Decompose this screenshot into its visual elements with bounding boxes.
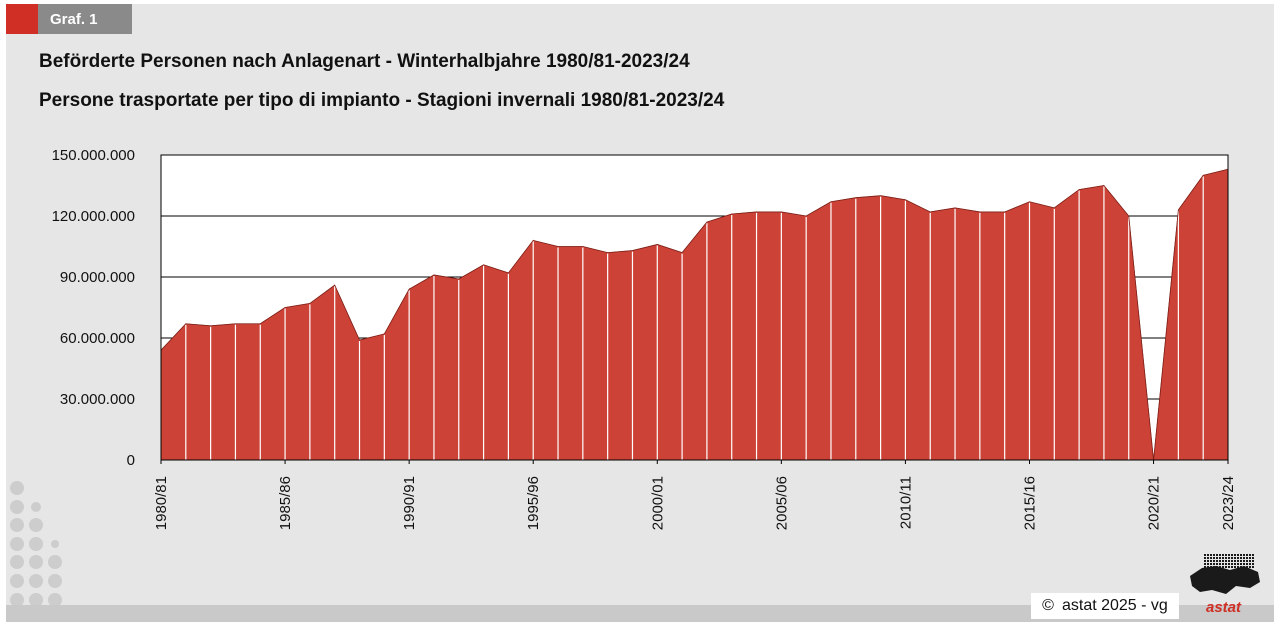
decor-dot: [10, 500, 24, 514]
decorative-dots: [10, 481, 62, 607]
decor-dot: [29, 593, 43, 607]
area-segment: [1054, 188, 1080, 461]
decor-dot: [10, 593, 24, 607]
y-tick-label: 150.000.000: [52, 147, 135, 164]
decor-dot: [48, 593, 62, 607]
x-tick-label: 2023/24: [1220, 476, 1237, 530]
y-tick-label: 90.000.000: [60, 269, 135, 286]
area-segment: [458, 264, 484, 461]
area-segment: [979, 211, 1005, 461]
area-segment: [855, 195, 881, 461]
area-segment: [210, 323, 236, 461]
decor-dot: [51, 540, 59, 548]
area-segment: [731, 211, 757, 461]
decor-dot: [48, 555, 62, 569]
area-segment: [954, 207, 981, 461]
area-segment: [1202, 168, 1229, 461]
x-tick-label: 2005/06: [773, 476, 790, 530]
area-segment: [508, 239, 534, 461]
x-tick-label: 1995/96: [525, 476, 542, 530]
area-segment: [830, 197, 857, 461]
decor-dot: [29, 555, 43, 569]
area-segment: [582, 246, 608, 461]
y-tick-label: 60.000.000: [60, 330, 135, 347]
area-segment: [185, 323, 211, 461]
area-segment: [656, 244, 683, 461]
chart-title-german: Beförderte Personen nach Anlagenart - Wi…: [39, 51, 690, 72]
area-segment: [309, 284, 335, 461]
area-segment: [905, 199, 931, 461]
area-segment: [681, 221, 708, 461]
logo-map-shape: [1190, 566, 1260, 594]
decor-dot: [10, 574, 24, 588]
area-segment: [706, 213, 733, 461]
area-segment: [756, 211, 782, 461]
area-segment: [235, 323, 261, 461]
logo-text: astat: [1206, 599, 1242, 616]
area-segment: [483, 264, 509, 461]
plot-border: [160, 154, 1229, 461]
area-segment: [607, 250, 633, 461]
area-segment: [557, 246, 584, 461]
y-tick-label: 0: [127, 452, 135, 469]
decor-dot: [29, 574, 43, 588]
area-segment: [1004, 201, 1030, 461]
x-tick-label: 1990/91: [401, 476, 418, 530]
area-segment: [259, 306, 286, 461]
decor-dot: [10, 537, 24, 551]
chart-title-italian: Persone trasportate per tipo di impianto…: [39, 90, 725, 111]
badge-accent: [6, 4, 38, 34]
area-segment: [1178, 174, 1204, 461]
area-chart: 0 30.000.000 60.000.000 90.000.000 120.000.0…: [52, 147, 1237, 530]
copyright-symbol: ©: [1042, 597, 1054, 614]
area-segment: [929, 207, 956, 461]
y-tick-label: 30.000.000: [60, 391, 135, 408]
area-segment: [805, 201, 832, 461]
area-segment: [359, 333, 385, 461]
area-segment: [408, 274, 435, 461]
chart-frame: Graf. 1 Beförderte Personen nach Anlagen…: [6, 4, 1274, 622]
south-tyrol-map-icon: astat: [1190, 554, 1260, 616]
y-tick-label: 120.000.000: [52, 208, 135, 225]
area-segment: [632, 244, 658, 461]
decor-dot: [48, 574, 62, 588]
x-tick-label: 2020/21: [1146, 476, 1163, 530]
footer-bar: [6, 605, 1274, 622]
area-segment: [880, 195, 906, 461]
badge-label: Graf. 1: [38, 4, 132, 34]
decor-dot: [10, 555, 24, 569]
decor-dot: [29, 537, 43, 551]
decor-dot: [10, 481, 24, 495]
area-segment: [781, 211, 807, 461]
graph-badge: Graf. 1: [6, 4, 132, 34]
decor-dot: [10, 518, 24, 532]
decor-dot: [31, 502, 41, 512]
area-segment: [433, 274, 460, 461]
x-tick-label: 2010/11: [897, 476, 914, 529]
area-segment: [1078, 185, 1105, 461]
x-tick-label: 2015/16: [1021, 476, 1038, 530]
copyright-credit: © astat 2025 - vg: [1031, 593, 1179, 619]
series-line: [160, 168, 1229, 461]
area-segment: [1029, 201, 1055, 461]
area-segment: [1103, 184, 1130, 461]
x-tick-label: 2000/01: [649, 476, 666, 530]
x-tick-label: 1985/86: [277, 476, 294, 530]
area-segment: [284, 303, 311, 461]
x-tick-label: 1980/81: [153, 476, 170, 530]
area-segment: [532, 240, 559, 461]
decor-dot: [29, 518, 43, 532]
copyright-text: astat 2025 - vg: [1061, 597, 1168, 614]
logo-dot-grid: [1204, 554, 1254, 568]
